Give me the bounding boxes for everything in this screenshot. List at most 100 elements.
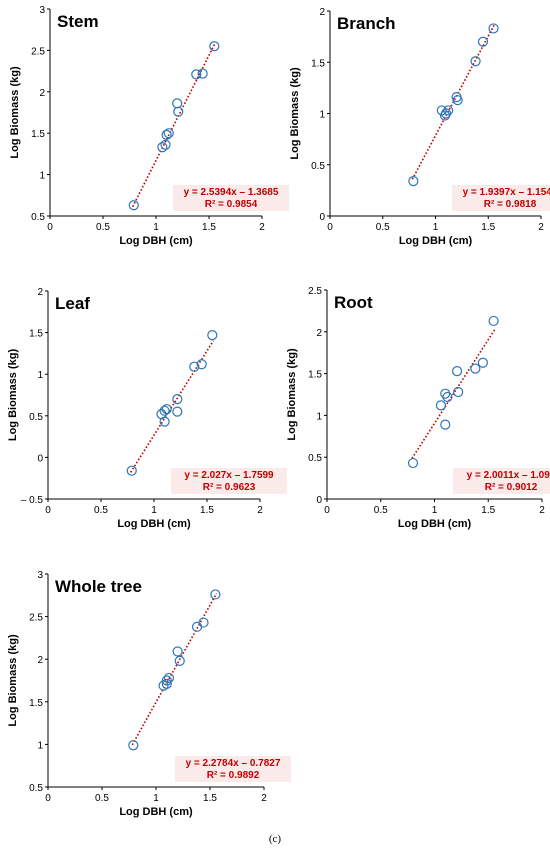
y-tick-label: – 0.5 <box>21 495 44 506</box>
data-point <box>174 655 185 667</box>
data-point <box>451 365 463 377</box>
y-axis-label: Log Biomass (kg) <box>9 66 21 159</box>
r-squared-label: R² = 0.9892 <box>207 770 260 781</box>
r-squared-label: R² = 0.9012 <box>485 482 538 493</box>
data-point <box>191 69 202 80</box>
data-point <box>451 91 462 103</box>
y-tick-label: 3 <box>39 5 45 16</box>
trendline <box>411 329 496 459</box>
x-tick-label: 1 <box>433 222 439 233</box>
x-tick-label: 2 <box>259 222 265 233</box>
data-point <box>173 106 184 117</box>
panel-title: Stem <box>57 12 99 31</box>
data-point <box>163 672 175 684</box>
y-tick-label: 2 <box>316 328 322 339</box>
data-point <box>161 678 172 690</box>
data-point <box>172 98 183 109</box>
x-axis-label: Log DBH (cm) <box>398 518 472 530</box>
y-tick-label: 0.5 <box>29 783 43 794</box>
data-point <box>477 357 488 368</box>
x-tick-label: 1.5 <box>481 222 495 233</box>
y-axis-label: Log Biomass (kg) <box>286 348 298 441</box>
chart-panel-2: 0 0.5 1 1.5 2 0 0.5 1 1.5 2 Log DBH (cm) Log Biomas… <box>289 7 550 247</box>
regression-equation: y = 2.0011x – 1.096 <box>467 470 550 481</box>
y-tick-label: 1.5 <box>31 129 45 140</box>
x-tick-label: 1 <box>153 222 159 233</box>
panel-title: Root <box>334 293 373 312</box>
y-tick-label: 1 <box>37 740 43 751</box>
x-tick-label: 1 <box>432 505 438 516</box>
y-tick-label: 2.5 <box>31 46 45 57</box>
data-point <box>128 740 139 751</box>
equation-box <box>452 185 550 211</box>
y-tick-label: 0.5 <box>308 453 322 464</box>
x-tick-label: 1.5 <box>203 793 217 804</box>
y-tick-label: 1 <box>39 171 45 182</box>
data-point <box>453 386 464 398</box>
y-axis-label: Log Biomass (kg) <box>7 349 19 442</box>
y-tick-label: 0 <box>319 212 325 223</box>
trendline <box>131 42 217 208</box>
x-tick-label: 2 <box>257 505 263 516</box>
y-tick-label: 0 <box>37 453 43 464</box>
data-point <box>161 404 172 415</box>
y-tick-label: 2 <box>39 88 45 99</box>
y-axis-label: Log Biomass (kg) <box>289 67 301 160</box>
regression-equation: y = 2.5394x – 1.3685 <box>184 187 279 198</box>
panel-title: Leaf <box>55 294 90 313</box>
data-point <box>443 105 454 116</box>
data-point <box>161 129 172 140</box>
x-axis-label: Log DBH (cm) <box>119 806 193 818</box>
y-tick-label: 2.5 <box>29 613 43 624</box>
x-axis-label: Log DBH (cm) <box>117 518 191 530</box>
x-tick-label: 0 <box>45 793 51 804</box>
data-point <box>477 36 489 47</box>
figure-label: (c) <box>268 833 282 845</box>
data-point <box>442 391 453 403</box>
y-tick-label: 1.5 <box>29 329 43 340</box>
data-point <box>159 405 170 416</box>
x-tick-label: 0.5 <box>96 222 110 233</box>
x-axis-label: Log DBH (cm) <box>399 235 473 247</box>
y-tick-label: 1.5 <box>29 698 43 709</box>
data-point <box>172 394 183 405</box>
data-point <box>470 363 481 374</box>
data-point <box>408 176 419 187</box>
x-tick-label: 0 <box>47 222 53 233</box>
data-point <box>160 139 171 150</box>
x-tick-label: 1 <box>151 505 157 516</box>
r-squared-label: R² = 0.9818 <box>484 199 537 210</box>
data-point <box>128 200 139 211</box>
data-point <box>435 400 447 411</box>
y-tick-label: 3 <box>37 570 43 581</box>
regression-equation: y = 2.2784x – 0.7827 <box>186 758 281 769</box>
r-squared-label: R² = 0.9623 <box>203 482 256 493</box>
x-tick-label: 1.5 <box>200 505 214 516</box>
equation-box <box>173 185 289 211</box>
panel-title: Whole tree <box>55 577 142 596</box>
y-tick-label: 1 <box>319 110 325 121</box>
y-tick-label: 0.5 <box>31 212 45 223</box>
data-point <box>407 457 419 469</box>
data-point <box>172 646 183 657</box>
data-point <box>197 68 208 79</box>
y-tick-label: 0.5 <box>29 412 43 423</box>
y-tick-label: 0 <box>316 495 322 506</box>
y-axis-label: Log Biomass (kg) <box>7 634 19 727</box>
data-point <box>488 23 499 34</box>
data-point <box>172 406 183 417</box>
x-tick-label: 0 <box>45 505 51 516</box>
data-point <box>196 359 207 370</box>
y-tick-label: 0.5 <box>311 161 325 172</box>
chart-panel-4: 0 0.5 1 1.5 2 0 0.5 1 1.5 2 2.5 Log DBH (cm) Log Bio… <box>286 286 550 530</box>
equation-box <box>175 756 291 782</box>
x-tick-label: 1 <box>153 793 159 804</box>
y-tick-label: 1.5 <box>311 58 325 69</box>
data-point <box>210 589 221 600</box>
panel-title: Branch <box>337 14 396 33</box>
x-tick-label: 0 <box>327 222 333 233</box>
data-point <box>440 388 451 399</box>
x-tick-label: 2 <box>539 505 545 516</box>
x-tick-label: 0.5 <box>94 505 108 516</box>
